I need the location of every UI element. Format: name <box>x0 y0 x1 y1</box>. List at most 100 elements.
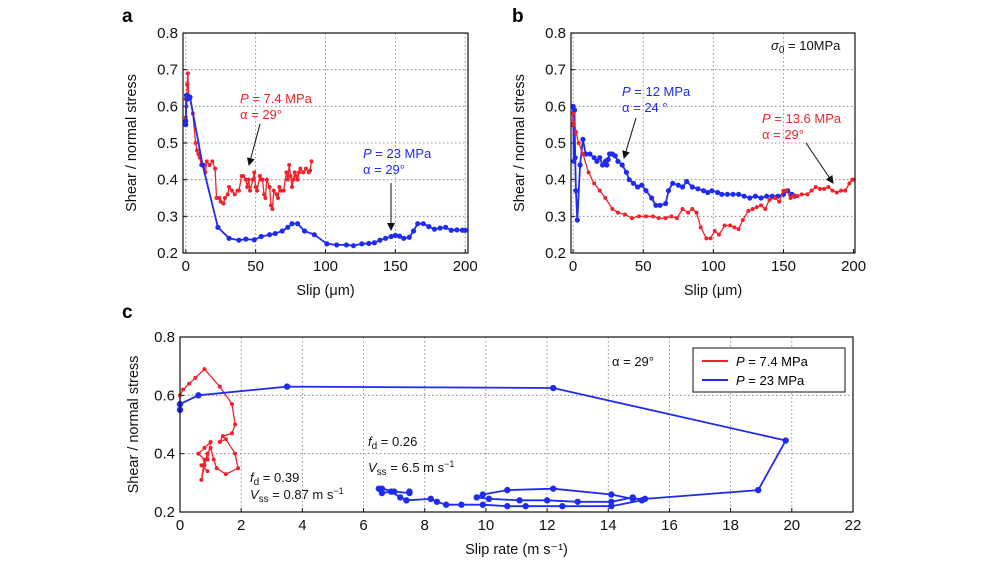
data-point-red <box>754 205 759 210</box>
data-point-blue <box>605 156 611 163</box>
data-point-red <box>248 188 253 193</box>
legend-label-red: P = 7.4 MPa <box>736 354 809 369</box>
y-axis-label: Shear / normal stress <box>512 74 528 212</box>
data-point-red <box>252 170 257 175</box>
data-point-blue <box>663 200 669 207</box>
data-point-blue <box>608 502 615 510</box>
data-point-blue <box>279 228 285 234</box>
x-tick-label: 50 <box>635 258 652 275</box>
data-point-blue <box>199 162 206 168</box>
data-point-blue <box>397 494 404 501</box>
y-tick-label: 0.3 <box>545 208 566 225</box>
y-tick-label: 0.6 <box>154 387 175 404</box>
data-point-red <box>220 434 225 439</box>
data-point-red <box>193 375 198 380</box>
y-tick-label: 0.2 <box>545 245 566 262</box>
data-point-blue <box>643 188 649 194</box>
data-point-blue <box>390 488 398 495</box>
data-point-blue <box>226 235 232 241</box>
y-tick-label: 0.8 <box>154 329 175 346</box>
annotation-a-blue-angle: α = 29° <box>363 162 405 177</box>
x-tick-label: 22 <box>845 517 862 534</box>
data-point-blue <box>382 235 389 241</box>
data-point-red <box>830 188 835 193</box>
annotation-a-red-pressure: P = 7.4 MPa <box>240 91 313 106</box>
data-point-red <box>193 141 198 145</box>
x-tick-label: 50 <box>247 258 264 275</box>
data-point-blue <box>448 227 454 233</box>
data-point-blue <box>458 501 465 508</box>
y-tick-label: 0.4 <box>157 172 178 189</box>
data-point-blue <box>301 228 308 234</box>
y-tick-label: 0.7 <box>157 62 178 79</box>
data-point-blue <box>724 191 730 197</box>
data-point-red <box>202 445 207 450</box>
data-point-red <box>205 457 210 462</box>
data-point-red <box>210 159 215 164</box>
data-point-blue <box>251 237 257 243</box>
data-point-red <box>223 472 228 477</box>
data-point-blue <box>285 224 291 230</box>
data-point-blue <box>623 169 629 175</box>
data-point-red <box>576 141 581 145</box>
data-point-blue <box>630 180 637 186</box>
data-point-red <box>217 384 222 389</box>
x-tick-label: 18 <box>722 517 739 534</box>
x-tick-label: 2 <box>237 517 245 534</box>
y-tick-label: 0.8 <box>157 25 178 42</box>
data-point-red <box>236 466 241 471</box>
y-tick-label: 0.2 <box>154 504 175 521</box>
data-point-red <box>194 148 199 153</box>
data-point-red <box>573 130 578 134</box>
data-point-red <box>622 212 627 217</box>
data-point-red <box>208 445 213 450</box>
data-point-red <box>278 188 283 193</box>
data-point-blue <box>431 226 438 232</box>
data-point-blue <box>653 202 659 208</box>
data-point-blue <box>670 180 676 186</box>
data-point-red <box>309 159 314 164</box>
data-point-blue <box>615 158 621 164</box>
data-point-blue <box>272 230 278 237</box>
data-point-blue <box>415 221 421 227</box>
panel-label-b: b <box>512 6 524 27</box>
data-point-blue <box>473 494 480 501</box>
data-point-red <box>704 236 709 241</box>
data-point-blue <box>550 485 557 492</box>
y-tick-label: 0.6 <box>157 98 178 115</box>
data-point-red <box>214 196 219 200</box>
data-point-red <box>264 177 269 182</box>
data-point-blue <box>574 217 580 223</box>
data-point-blue <box>577 162 583 168</box>
data-point-blue <box>619 162 625 168</box>
data-point-red <box>289 185 294 189</box>
data-point-red <box>686 210 691 215</box>
data-point-blue <box>597 155 603 161</box>
data-point-red <box>795 194 800 199</box>
data-point-blue <box>752 193 759 199</box>
axes-frame <box>570 32 856 254</box>
data-point-red <box>269 203 274 208</box>
data-point-blue <box>187 94 193 100</box>
axes-frame <box>179 336 854 513</box>
annotation-b-red-pressure: P = 13.6 MPa <box>762 111 842 126</box>
data-point-red <box>207 163 212 167</box>
data-point-blue <box>543 497 551 504</box>
data-point-red <box>213 166 218 171</box>
data-point-red <box>740 218 745 222</box>
y-tick-label: 0.7 <box>545 62 566 79</box>
y-tick-label: 0.5 <box>157 135 178 152</box>
y-axis-label: Shear / normal stress <box>126 356 142 494</box>
x-tick-label: 8 <box>421 517 429 534</box>
data-point-red <box>202 367 207 372</box>
y-tick-label: 0.3 <box>157 208 178 225</box>
annotation-b-blue-angle: α = 24 ° <box>622 100 668 115</box>
data-point-red <box>847 181 852 186</box>
data-point-red <box>253 185 258 189</box>
annotation-arrow-a-red <box>246 123 261 166</box>
data-point-red <box>698 225 703 230</box>
data-point-red <box>285 177 290 182</box>
data-point-red <box>208 440 213 444</box>
data-point-blue <box>377 237 383 243</box>
